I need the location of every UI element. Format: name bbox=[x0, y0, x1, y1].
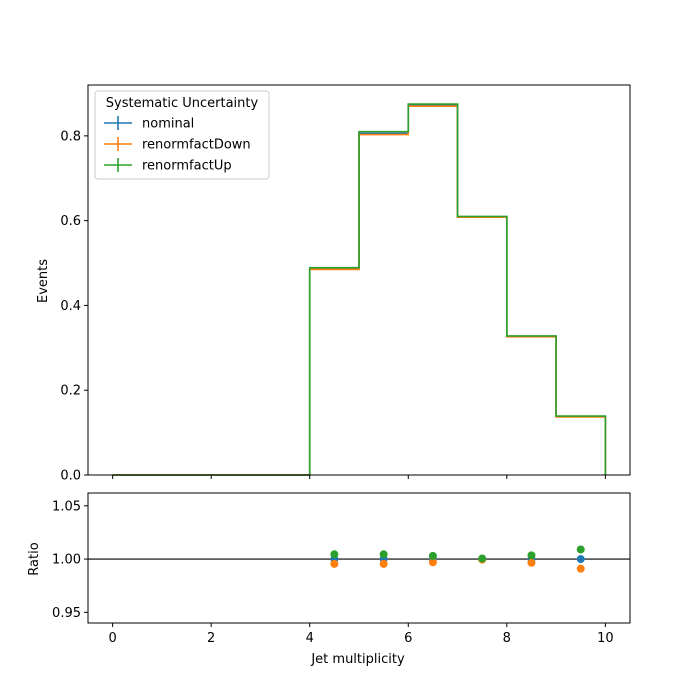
ratio-y-axis-label: Ratio bbox=[27, 542, 42, 575]
ratio-point-renormfactUp bbox=[379, 550, 388, 559]
ratio-y-tick-label: 0.95 bbox=[52, 606, 81, 621]
ratio-plot-area bbox=[88, 545, 630, 573]
x-tick-label: 8 bbox=[503, 631, 511, 646]
ratio-point-renormfactDown bbox=[576, 564, 585, 573]
main-y-tick-label: 0.4 bbox=[60, 299, 81, 314]
legend-box bbox=[94, 90, 270, 180]
x-tick-label: 6 bbox=[404, 631, 412, 646]
main-y-ticks: 0.0 0.2 0.4 0.6 0.8 bbox=[60, 129, 88, 484]
ratio-point-renormfactUp bbox=[478, 554, 487, 563]
x-tick-label: 4 bbox=[306, 631, 314, 646]
legend-label: renormfactDown bbox=[142, 138, 251, 153]
ratio-x-ticks: 0 2 4 6 8 10 bbox=[108, 623, 614, 646]
legend-item-renormfactDown: renormfactDown bbox=[104, 137, 251, 153]
main-y-tick-label: 0.2 bbox=[60, 384, 81, 399]
ratio-point-renormfactDown bbox=[527, 558, 536, 567]
ratio-point-renormfactDown bbox=[330, 559, 339, 568]
legend-label: nominal bbox=[142, 117, 194, 132]
legend-item-renormfactUp: renormfactUp bbox=[104, 158, 232, 174]
main-y-axis-label: Events bbox=[36, 259, 51, 303]
ratio-panel: 0 2 4 6 8 10 0.95 1.00 1.05 Ratio Jet multiplic… bbox=[27, 492, 631, 667]
ratio-y-tick-label: 1.00 bbox=[52, 553, 81, 568]
ratio-axes-frame bbox=[87, 492, 631, 624]
main-y-tick-label: 0.0 bbox=[60, 469, 81, 484]
x-tick-label: 2 bbox=[207, 631, 215, 646]
legend-label: renormfactUp bbox=[142, 159, 232, 174]
ratio-point-nominal bbox=[576, 555, 585, 564]
main-histogram-panel: 0.0 0.2 0.4 0.6 0.8 Events Systematic Uncert… bbox=[36, 84, 631, 484]
ratio-y-ticks: 0.95 1.00 1.05 bbox=[52, 499, 88, 621]
ratio-point-renormfactDown bbox=[428, 558, 437, 567]
main-x-ticks bbox=[112, 475, 606, 479]
ratio-point-renormfactUp bbox=[527, 551, 536, 560]
main-axes-frame bbox=[87, 84, 631, 476]
legend-title: Systematic Uncertainty bbox=[106, 96, 259, 111]
legend-items: nominal renormfactDown renormfactUp bbox=[104, 116, 251, 174]
legend-item-nominal: nominal bbox=[104, 116, 194, 132]
ratio-point-renormfactDown bbox=[379, 559, 388, 568]
x-tick-label: 0 bbox=[108, 631, 116, 646]
legend: Systematic Uncertainty nominal renormfact… bbox=[94, 90, 270, 180]
ratio-point-renormfactUp bbox=[576, 545, 585, 554]
ratio-point-renormfactUp bbox=[330, 550, 339, 559]
main-y-tick-label: 0.8 bbox=[60, 129, 81, 144]
x-axis-label: Jet multiplicity bbox=[310, 652, 405, 667]
ratio-y-tick-label: 1.05 bbox=[52, 499, 81, 514]
ratio-point-renormfactUp bbox=[428, 551, 437, 560]
main-y-tick-label: 0.6 bbox=[60, 214, 81, 229]
x-tick-label: 10 bbox=[597, 631, 614, 646]
